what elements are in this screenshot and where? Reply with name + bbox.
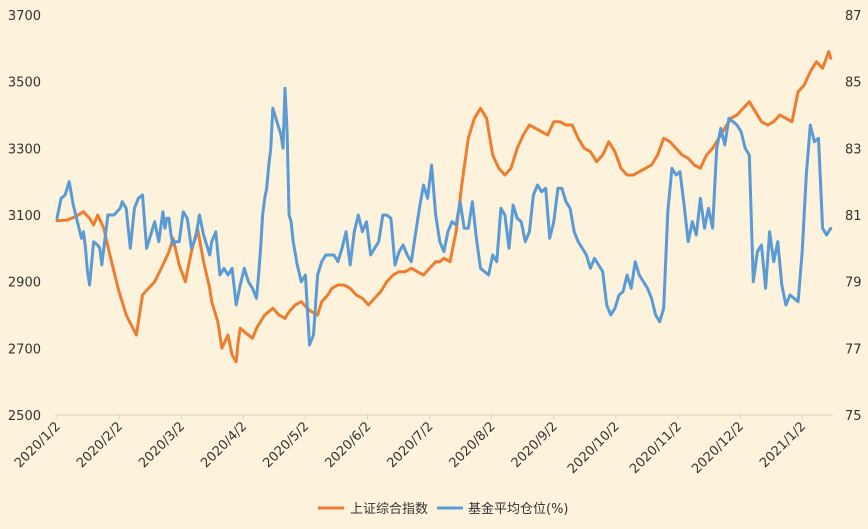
- right-tick-label: 77: [845, 342, 862, 357]
- x-tick-label: 2021/1/2: [757, 419, 809, 471]
- right-y-axis: 75 77 79 81 83 85 87: [845, 9, 862, 424]
- left-tick-label: 3100: [8, 209, 41, 224]
- left-tick-label: 3500: [8, 76, 41, 91]
- right-tick-label: 85: [845, 76, 862, 91]
- legend: 上证综合指数 基金平均仓位(%): [318, 501, 569, 517]
- left-tick-label: 3700: [8, 9, 41, 24]
- x-tick-label: 2020/6/2: [322, 419, 374, 471]
- right-tick-label: 75: [845, 409, 862, 424]
- x-axis: 2020/1/2 2020/2/2 2020/3/2 2020/4/2 2020/5/2…: [12, 415, 809, 477]
- x-tick-label: 2020/8/2: [447, 419, 499, 471]
- x-tick-label: 2020/2/2: [74, 419, 126, 471]
- legend-label: 上证综合指数: [350, 502, 428, 517]
- x-tick-label: 2020/9/2: [509, 419, 561, 471]
- x-tick-label: 2020/5/2: [260, 419, 312, 471]
- legend-label: 基金平均仓位(%): [468, 501, 569, 517]
- x-tick-label: 2020/11/2: [627, 419, 685, 477]
- x-tick-label: 2020/7/2: [385, 419, 437, 471]
- x-tick-label: 2020/4/2: [198, 419, 250, 471]
- plot-area: [55, 50, 833, 416]
- right-tick-label: 79: [845, 276, 862, 291]
- x-tick-label: 2020/1/2: [12, 419, 64, 471]
- left-y-axis: 2500 2700 2900 3100 3300 3500 3700: [8, 9, 41, 424]
- series-line-shanghai-index: [55, 50, 833, 364]
- left-tick-label: 2500: [8, 409, 41, 424]
- x-tick-label: 2020/10/2: [565, 419, 623, 477]
- x-tick-label: 2020/12/2: [689, 419, 747, 477]
- series-line-fund-position: [55, 86, 833, 347]
- left-tick-label: 2700: [8, 342, 41, 357]
- left-tick-label: 3300: [8, 142, 41, 157]
- right-tick-label: 87: [845, 9, 862, 24]
- right-tick-label: 83: [845, 142, 862, 157]
- left-tick-label: 2900: [8, 276, 41, 291]
- x-tick-label: 2020/3/2: [136, 419, 188, 471]
- right-tick-label: 81: [845, 209, 862, 224]
